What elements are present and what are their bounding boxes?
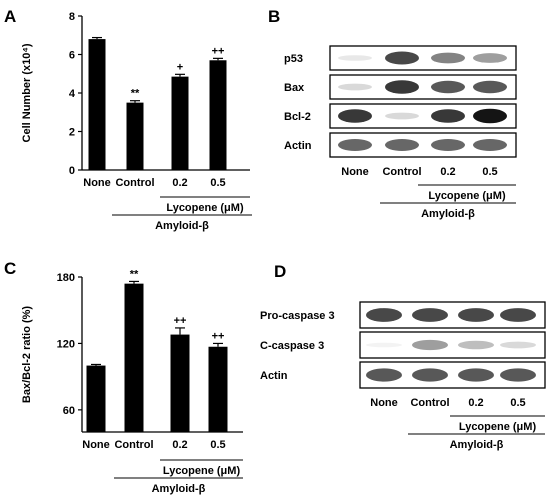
blot-band (458, 308, 494, 322)
group-label-lycopene: Lycopene (μM) (166, 202, 244, 214)
x-tick-label: 0.5 (210, 177, 225, 189)
blot-band (473, 108, 507, 124)
blot-band (385, 139, 419, 151)
y-tick-label: 120 (57, 338, 75, 350)
significance-mark: ++ (212, 45, 225, 57)
blot-band (338, 109, 372, 123)
lane-label: 0.5 (482, 166, 497, 178)
blot-band (431, 139, 465, 151)
blot-band (412, 368, 448, 382)
blot-band (473, 80, 507, 94)
lane-label: Control (410, 397, 449, 409)
blot-row-label: Pro-caspase 3 (260, 310, 335, 322)
lane-label: 0.5 (510, 397, 525, 409)
bar (171, 76, 189, 170)
blot-band (431, 80, 465, 94)
bar (126, 102, 144, 170)
western-blot-b: p53 Bax Bcl-2 Actin None Control 0.2 0.5 Lycopen… (284, 45, 517, 220)
blot-band (412, 339, 448, 351)
bar (209, 60, 227, 170)
significance-mark: ++ (174, 315, 187, 327)
y-tick-label: 180 (57, 272, 75, 284)
blot-band (366, 308, 402, 322)
group-label-amyloid: Amyloid-β (421, 208, 475, 220)
blot-band (431, 109, 465, 123)
lane-label: None (370, 397, 398, 409)
y-tick-label: 2 (69, 127, 75, 139)
panel-letter-d: D (274, 262, 286, 281)
blot-band (458, 340, 494, 350)
blot-row-label: Actin (260, 370, 288, 382)
chart-bax-bcl2-ratio: 60 120 180 Bax/Bcl-2 ratio (%) None ** Control… (21, 268, 243, 495)
group-label-amyloid: Amyloid-β (155, 220, 209, 232)
lane-label: None (341, 166, 369, 178)
group-label-lycopene: Lycopene (μM) (163, 465, 241, 477)
x-tick-label: 0.2 (172, 439, 187, 451)
blot-band (338, 139, 372, 151)
significance-mark: + (177, 61, 183, 73)
bar (124, 283, 144, 432)
blot-band (385, 51, 419, 65)
blot-band (366, 342, 402, 348)
lane-label: Control (382, 166, 421, 178)
y-tick-label: 8 (69, 11, 75, 23)
y-axis-label: Cell Number (x10⁴) (21, 43, 33, 142)
blot-band (500, 341, 536, 349)
x-tick-label: None (83, 177, 111, 189)
lane-label: 0.2 (468, 397, 483, 409)
blot-row-label: C-caspase 3 (260, 340, 324, 352)
x-tick-label: 0.5 (210, 439, 225, 451)
x-tick-label: 0.2 (172, 177, 187, 189)
x-tick-label: Control (115, 177, 154, 189)
group-label-lycopene: Lycopene (μM) (459, 421, 537, 433)
blot-band (412, 308, 448, 322)
y-axis-label: Bax/Bcl-2 ratio (%) (21, 306, 33, 404)
group-label-amyloid: Amyloid-β (450, 439, 504, 451)
blot-band (473, 53, 507, 63)
significance-mark: ** (130, 268, 139, 280)
blot-band (473, 139, 507, 151)
y-tick-label: 6 (69, 50, 75, 62)
lane-label: 0.2 (440, 166, 455, 178)
blot-row-label: Bcl-2 (284, 111, 311, 123)
blot-row-label: Bax (284, 82, 305, 94)
blot-band (500, 368, 536, 382)
blot-row-label: p53 (284, 53, 303, 65)
bar (86, 365, 106, 432)
blot-band (385, 112, 419, 120)
x-tick-label: None (82, 439, 110, 451)
panel-letter-c: C (4, 259, 16, 278)
group-label-lycopene: Lycopene (μM) (428, 190, 506, 202)
y-tick-label: 0 (69, 165, 75, 177)
y-tick-label: 4 (69, 88, 76, 100)
panel-letter-b: B (268, 7, 280, 26)
chart-cell-number: 0 2 4 6 8 Cell Number (x10⁴) None ** Control +0.2… (21, 11, 252, 232)
bar (170, 334, 190, 432)
blot-band (366, 368, 402, 382)
blot-band (500, 308, 536, 322)
blot-band (338, 55, 372, 61)
x-tick-label: Control (114, 439, 153, 451)
blot-band (338, 83, 372, 91)
bar (88, 39, 106, 170)
y-tick-label: 60 (63, 405, 75, 417)
blot-band (385, 80, 419, 94)
bar (208, 346, 228, 432)
group-label-amyloid: Amyloid-β (152, 483, 206, 495)
western-blot-d: Pro-caspase 3 C-caspase 3 Actin None Control… (260, 301, 546, 451)
significance-mark: ++ (212, 330, 225, 342)
significance-mark: ** (131, 88, 140, 100)
blot-row-label: Actin (284, 140, 312, 152)
blot-band (431, 52, 465, 64)
panel-letter-a: A (4, 7, 16, 26)
blot-band (458, 368, 494, 382)
